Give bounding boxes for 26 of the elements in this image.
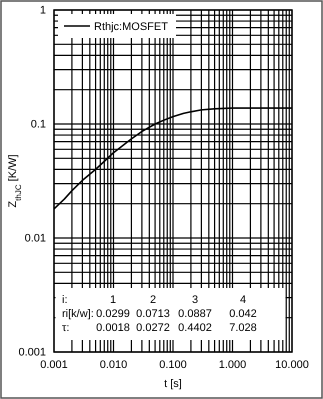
annotation: 2: [150, 294, 156, 306]
annotation: 1: [110, 294, 116, 306]
x-tick-label: 0.100: [159, 358, 187, 371]
annotation: 3: [192, 294, 198, 306]
y-tick-label: 0.01: [24, 232, 46, 245]
x-axis-title: t [s]: [164, 378, 182, 390]
x-tick-label: 10.000: [275, 358, 309, 371]
x-tick-label: 0.010: [100, 358, 128, 371]
annotation: 0.0299: [96, 308, 130, 320]
annotation: 0.042: [229, 308, 257, 320]
annotation: 0.0018: [96, 322, 130, 334]
y-tick-label: 0.001: [18, 346, 46, 359]
legend-label: Rthjc:MOSFET: [94, 21, 168, 33]
annotation: τ:: [62, 322, 70, 334]
annotation: 4: [240, 294, 246, 306]
x-tick-label: 0.001: [40, 358, 68, 371]
annotation: 0.0713: [136, 308, 170, 320]
annotation: 0.0272: [136, 322, 170, 334]
annotation: i:: [62, 294, 68, 306]
annotation: 7.028: [229, 322, 257, 334]
annotation: ri[k/w]:: [62, 308, 94, 320]
y-tick-label: 0.1: [30, 118, 46, 131]
x-tick-label: 1.000: [218, 358, 246, 371]
annotation: 0.0887: [178, 308, 212, 320]
y-tick-label: 1: [40, 4, 46, 17]
annotation: 0.4402: [178, 322, 212, 334]
